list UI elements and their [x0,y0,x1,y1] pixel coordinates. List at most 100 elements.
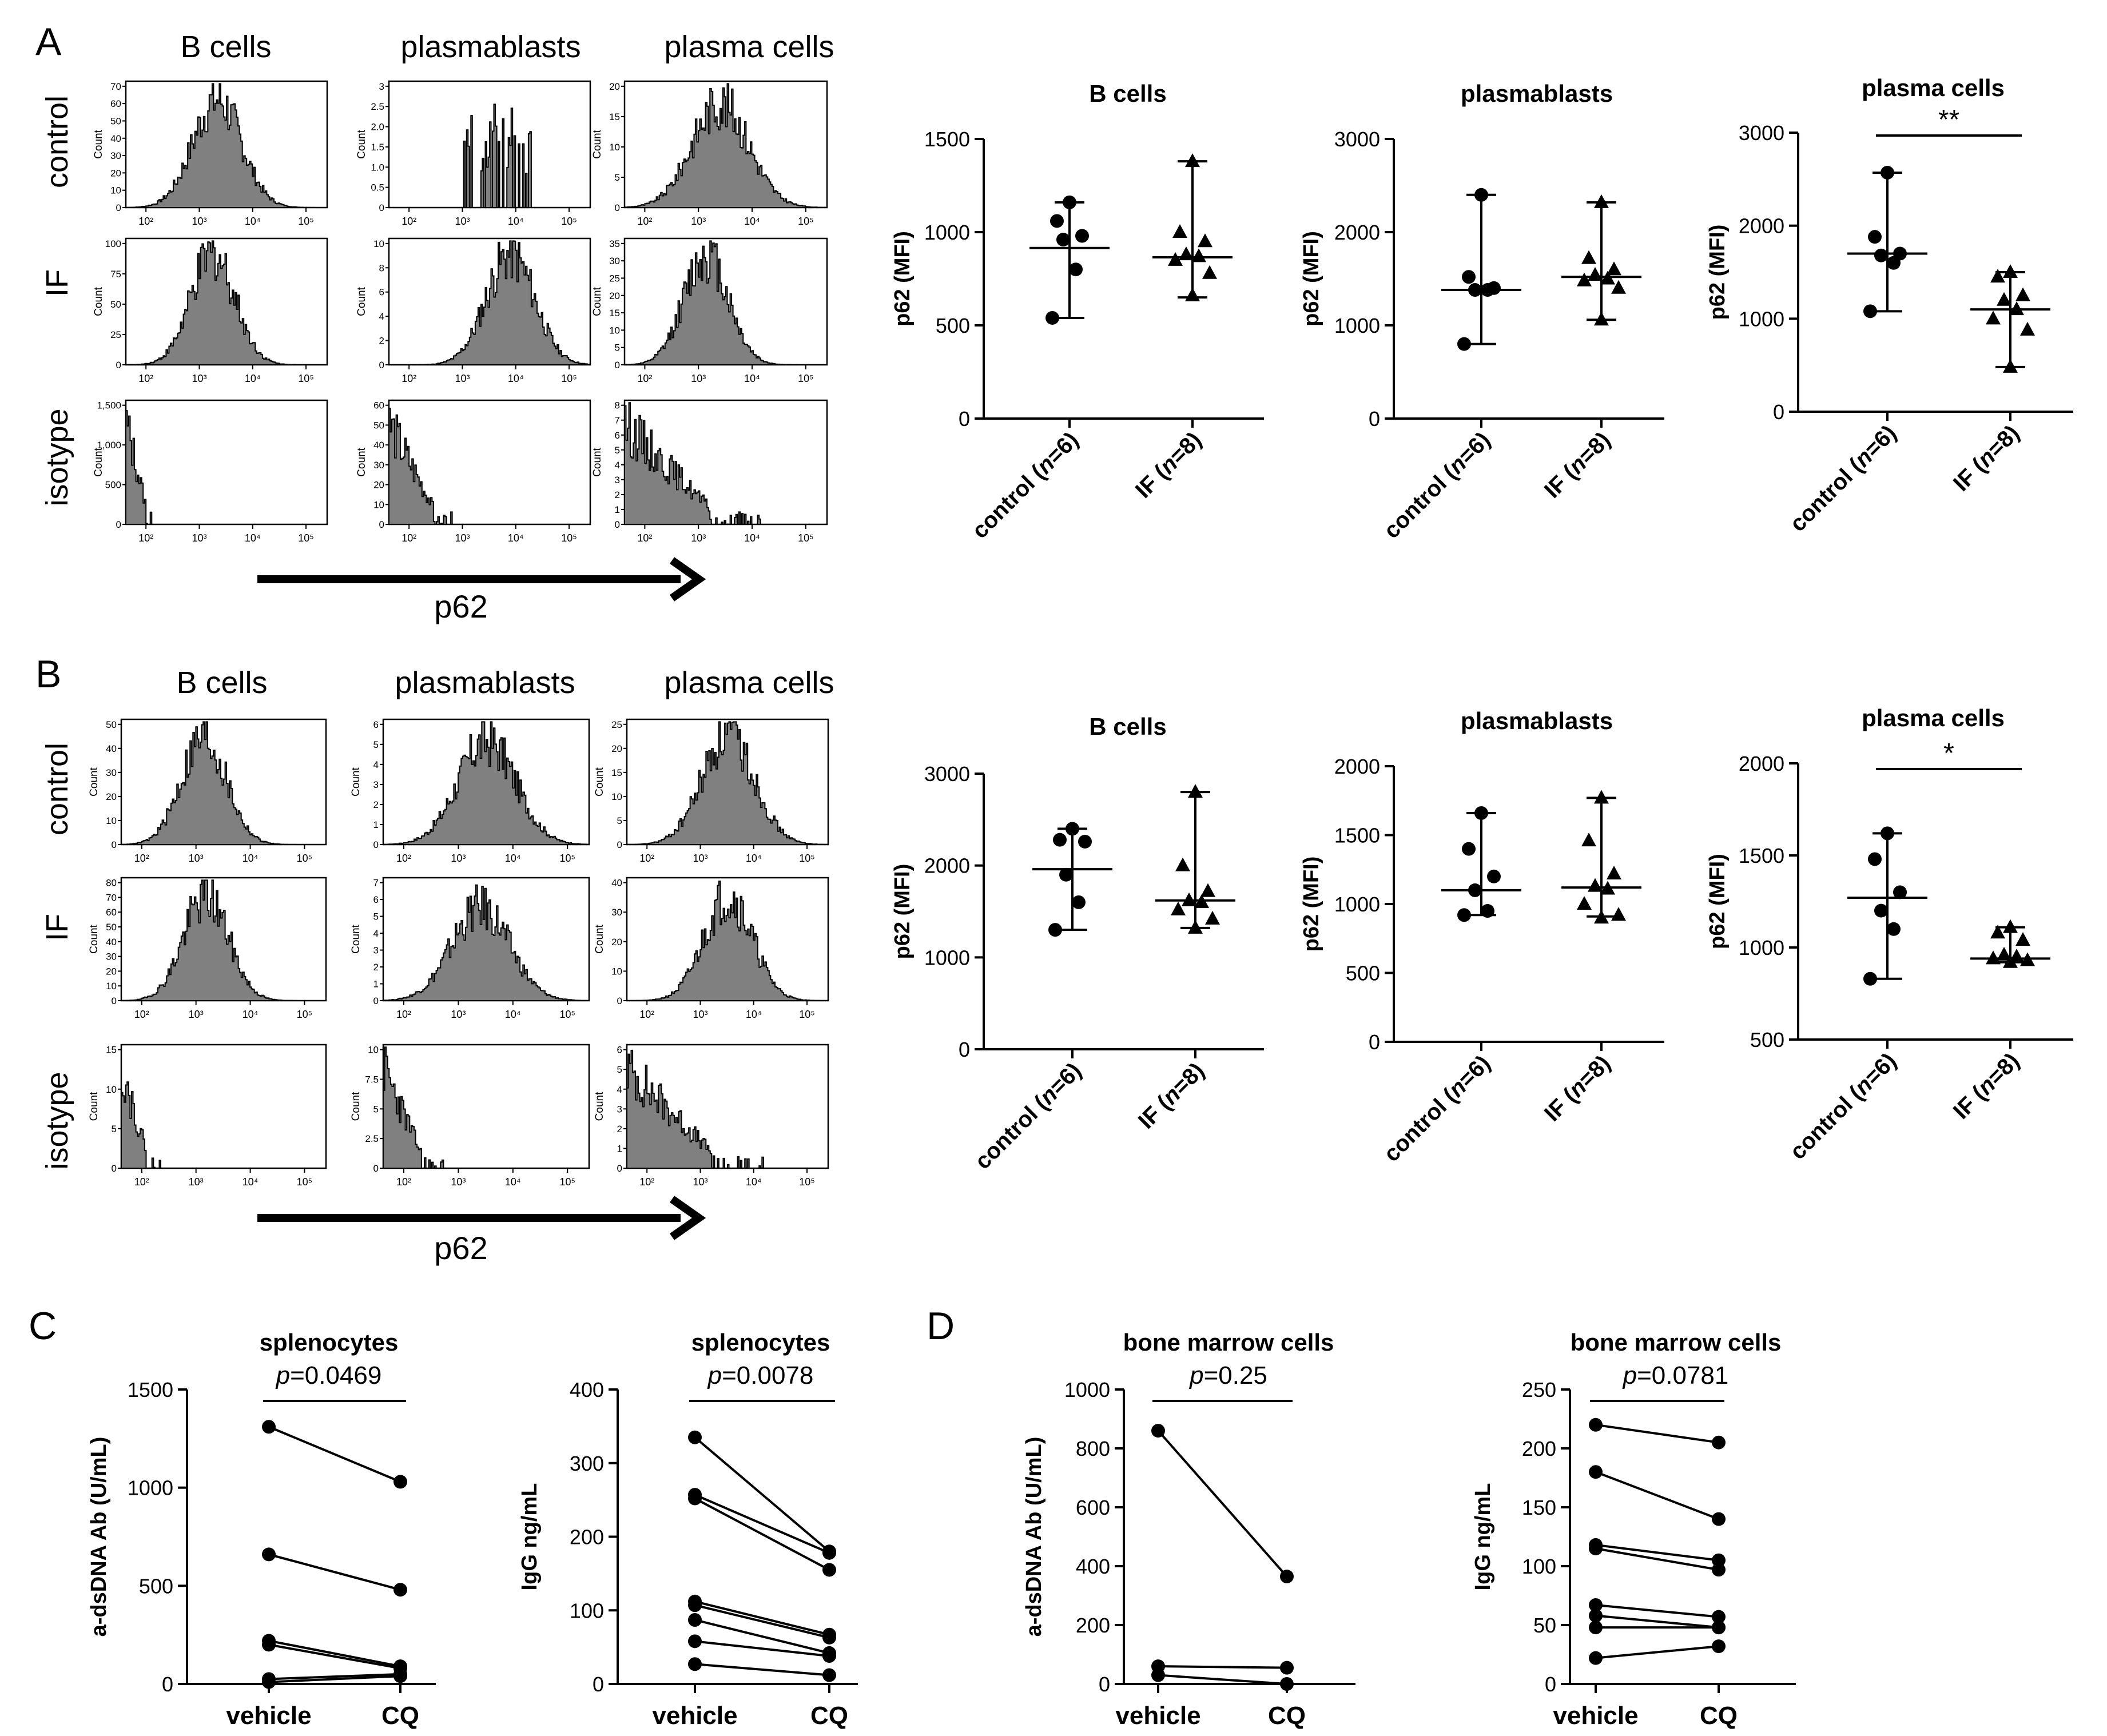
y-axis-label: p62 (MFI) [890,864,915,959]
histogram-x-tick-label: 10⁵ [297,1176,312,1188]
y-tick-label: 200 [570,1526,604,1549]
histogram-x-tick-label: 10³ [189,853,204,864]
data-point-circle [1075,229,1089,243]
x-category-label: IF (n=8) [1949,420,2024,496]
histogram-y-tick-label: 60 [110,98,121,109]
data-point-circle [822,1668,836,1682]
data-point-circle [688,1657,702,1671]
histogram-x-tick-label: 10³ [691,216,706,227]
data-point-triangle [1175,857,1190,871]
histogram-count-label: Count [88,1092,100,1121]
data-point-circle [1712,1435,1726,1450]
histogram-x-tick-label: 10⁵ [559,1009,575,1020]
significance-marker: * [1943,738,1954,769]
y-tick-label: 0 [959,1038,970,1061]
data-point-circle [1063,195,1076,209]
histogram-y-tick-label: 10 [106,815,117,826]
histogram-y-tick-label: 2 [373,799,379,810]
y-tick-label: 3000 [1739,121,1784,145]
data-point-triangle [1986,310,2001,325]
chart-title: plasma cells [1862,704,2005,731]
paired-line [268,1675,401,1683]
histogram-y-tick-label: 3 [379,81,384,92]
histogram-y-tick-label: 2 [373,962,379,973]
histogram-y-tick-label: 50 [110,116,121,126]
histogram-y-tick-label: 60 [373,400,384,411]
histogram-count-label: Count [591,447,603,476]
histogram-count-label: Count [350,767,362,796]
data-point-triangle [1594,312,1609,326]
data-point-circle [1059,867,1073,882]
data-point-circle [1887,256,1901,270]
histogram-y-tick-label: 5 [615,445,620,456]
histogram-y-tick-label: 15 [611,767,622,778]
data-point-triangle [2003,264,2018,278]
histogram-x-tick-label: 10⁵ [297,1009,312,1020]
data-point-circle [1589,1651,1603,1665]
histogram-x-tick-label: 10³ [192,216,206,227]
histogram-y-tick-label: 10 [373,499,384,510]
x-category-label: control (n=6) [1785,1048,1901,1164]
data-point-circle [688,1491,702,1506]
paired-line [694,1497,830,1571]
y-tick-label: 1500 [128,1378,173,1401]
hist-col-b-0: B cells [176,666,267,700]
x-category-label: CQ [1700,1702,1738,1730]
data-point-circle [1457,337,1471,351]
panel-letter-b: B [35,652,61,696]
data-point-triangle [1172,224,1187,238]
chart-title: plasmablasts [1461,80,1613,107]
histogram-a-1-0: 0 25 50 75 100 Count 10² 10³ 10⁴ 10⁵ [93,237,328,384]
histogram-y-tick-label: 5 [615,172,620,183]
histogram-x-tick-label: 10⁴ [746,1176,762,1188]
histogram-y-tick-label: 0 [379,519,384,530]
paired-line [1595,1645,1719,1659]
pvalue-label: p=0.25 [1188,1361,1267,1389]
histogram-y-tick-label: 2 [617,1124,622,1134]
histogram-a-0-1: 0 0.5 1.0 1.5 2.0 2.5 3 Count 10² 10³ 10⁴ 10⁵ [356,80,591,227]
data-point-triangle [1594,910,1609,924]
panel-letter-c: C [29,1304,57,1348]
histogram-y-tick-label: 0 [617,996,622,1006]
histogram-y-tick-label: 2.5 [371,101,384,112]
histogram-x-tick-label: 10² [138,216,153,227]
data-point-triangle [1198,233,1212,248]
histogram-y-tick-label: 25 [609,273,620,284]
data-point-circle [822,1649,836,1663]
histogram-count-label: Count [356,447,368,476]
data-point-circle [1072,895,1086,909]
y-tick-label: 0 [1545,1673,1556,1696]
histogram-y-tick-label: 6 [373,894,379,905]
histogram-y-tick-label: 6 [379,287,384,298]
histogram-x-tick-label: 10² [396,1176,411,1188]
data-point-circle [1069,262,1083,277]
histogram-frame [125,399,328,525]
histogram-y-tick-label: 20 [609,290,620,301]
significance-marker: ** [1938,105,1959,135]
data-point-triangle [1611,280,1626,294]
data-point-circle [822,1546,836,1560]
histogram-y-tick-label: 30 [609,256,620,266]
histogram-a-1-2: 0 5 10 15 20 25 30 35 Count 10² 10³ 10⁴ 10⁵ [591,237,828,384]
hist-row-b-2: isotype [40,1072,74,1169]
histogram-y-tick-label: 6 [617,1045,622,1056]
data-point-triangle [1594,194,1609,208]
histogram-y-tick-label: 1.0 [371,162,384,173]
x-category-label: IF (n=8) [1540,427,1615,503]
paired-line [694,1604,830,1639]
histogram-y-tick-label: 8 [615,400,620,411]
chart-title: bone marrow cells [1123,1329,1334,1356]
histogram-y-tick-label: 50 [106,719,117,730]
y-tick-label: 0 [1369,407,1380,431]
histogram-x-tick-label: 10³ [455,216,470,227]
histogram-y-tick-label: 50 [106,922,117,933]
chart-title: plasma cells [1862,74,2005,101]
histogram-y-tick-label: 2 [615,489,620,500]
histogram-x-tick-label: 10² [134,1176,149,1188]
y-tick-label: 1500 [1334,824,1380,847]
data-point-triangle [1200,883,1215,897]
histogram-b-0-1: 0 1 2 3 4 5 6 Count 10² 10³ 10⁴ 10⁵ [350,718,590,864]
data-point-circle [1078,834,1092,849]
y-tick-label: 1000 [1739,307,1784,331]
paired-line [1595,1614,1719,1629]
